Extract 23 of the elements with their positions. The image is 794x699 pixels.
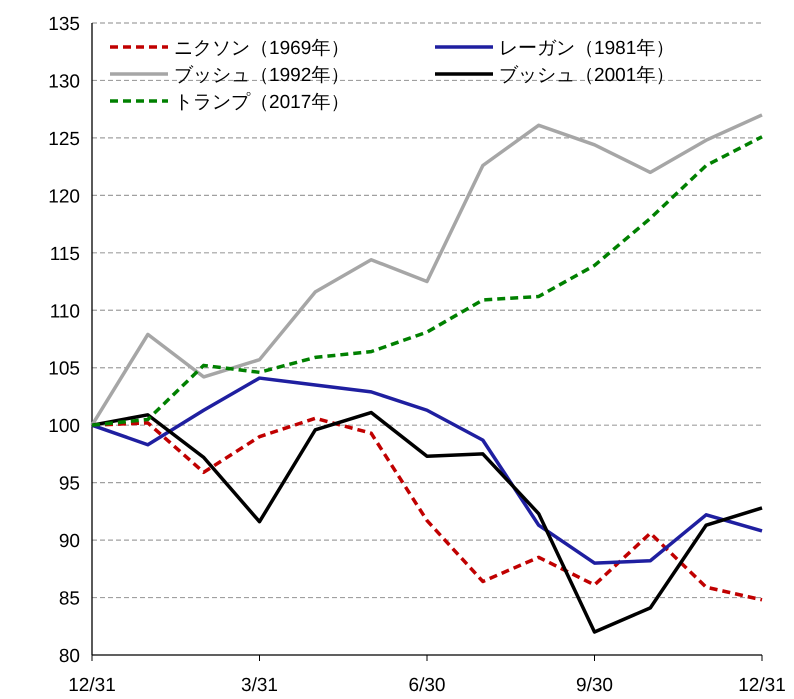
legend-label: ブッシュ（2001年） [499, 65, 674, 86]
legend-label: トランプ（2017年） [174, 92, 350, 113]
x-tick-label: 9/30 [576, 675, 613, 696]
y-tick-label: 95 [58, 474, 80, 495]
x-tick-label: 3/31 [241, 675, 278, 696]
legend-label: ニクソン（1969年） [174, 38, 350, 59]
line-series [90, 376, 764, 565]
x-tick-label: 6/30 [408, 675, 446, 696]
y-tick-label: 115 [50, 244, 80, 265]
y-tick-label: 100 [48, 416, 80, 438]
y-tick-label: 130 [48, 71, 80, 92]
y-tick-label: 135 [48, 14, 80, 35]
y-tick-label: 90 [58, 531, 80, 552]
y-tick-label: 110 [50, 301, 80, 322]
legend-label: ブッシュ（1992年） [174, 65, 350, 86]
y-tick-label: 85 [58, 588, 80, 610]
x-tick-label: 12/31 [68, 675, 116, 696]
y-tick-label: 120 [48, 186, 80, 208]
legend-label: レーガン（1981年） [499, 38, 674, 59]
y-tick-label: 105 [48, 358, 80, 380]
x-tick-label: 12/31 [738, 675, 786, 696]
y-tick-label: 80 [58, 646, 80, 667]
y-tick-label: 125 [48, 128, 80, 150]
